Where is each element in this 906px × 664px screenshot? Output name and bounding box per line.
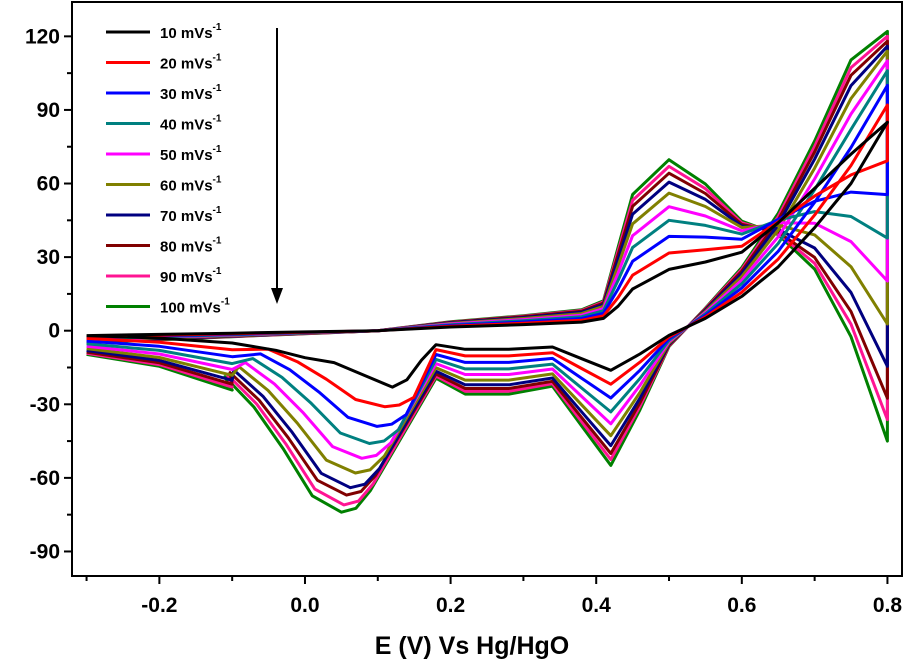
y-tick-label: -30 [30,393,60,416]
cv-curve [86,44,889,490]
legend-label: 20 mVs-1 [160,53,222,73]
curves [86,29,889,514]
cv-curve [86,120,889,389]
y-tick-label: -60 [30,467,60,490]
legend-label: 100 mVs-1 [160,297,230,317]
x-axis-title: E (V) Vs Hg/HgO [375,632,569,660]
legend-label: 80 mVs-1 [160,236,222,256]
legend-label: 40 mVs-1 [160,114,222,134]
legend-label: 70 mVs-1 [160,205,222,225]
x-tick-label: 0.0 [290,594,319,617]
y-tick-label: 120 [25,25,60,48]
x-tick-label: 0.2 [436,594,465,617]
x-tick-label: 0.4 [582,594,612,617]
plot-frame [71,1,903,577]
legend-label: 10 mVs-1 [160,22,222,42]
x-tick-label: 0.6 [727,594,756,617]
x-tick-label: -0.2 [141,594,177,617]
y-tick-label: 90 [37,99,60,122]
legend-label: 60 mVs-1 [160,175,222,195]
y-tick-label: 0 [48,320,60,343]
cv-curve [86,103,889,409]
y-tick-label: -90 [30,540,60,563]
cv-curve [86,83,889,428]
cv-curve [86,49,889,475]
x-tick-label: 0.8 [873,594,903,617]
cv-curve [86,69,889,445]
axes: -0.2 0.0 0.2 0.4 0.6 0.8 120 90 60 30 0 -30 -60 -90 [25,25,902,617]
scan-rate-arrow [271,28,283,304]
legend: 10 mVs-1 20 mVs-1 30 mVs-1 40 mVs-1 50 mVs-1… [106,22,230,317]
legend-label: 90 mVs-1 [160,266,222,286]
y-tick-label: 60 [37,173,60,196]
y-tick-label: 30 [37,246,60,269]
legend-label: 50 mVs-1 [160,144,222,164]
legend-label: 30 mVs-1 [160,83,222,103]
